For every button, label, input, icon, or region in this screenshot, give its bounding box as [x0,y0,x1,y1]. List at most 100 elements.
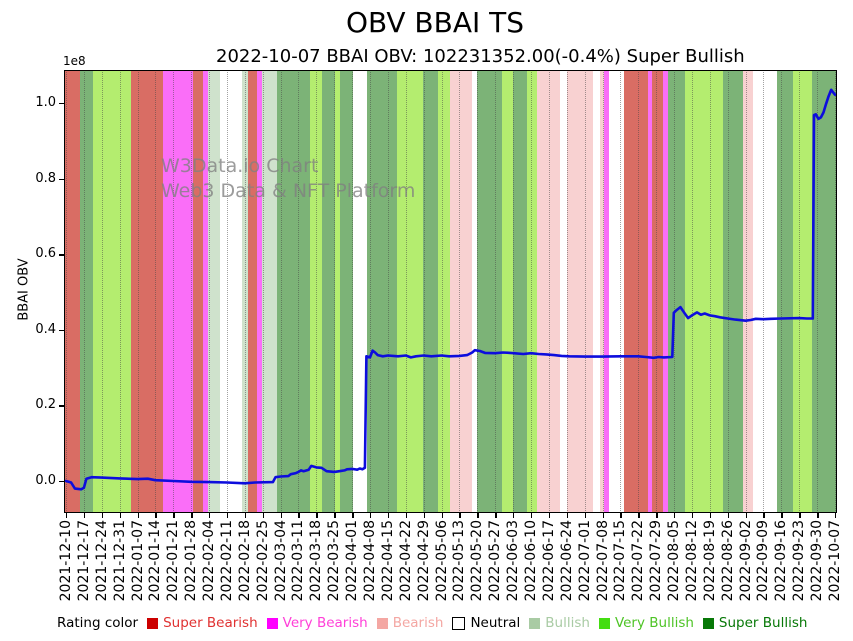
gridline [799,70,801,513]
x-tick-label: 2022-06-24 [558,520,575,602]
x-tick-mark [209,513,211,518]
x-tick-mark [781,513,783,518]
y-tick-label: 0.4 [35,321,56,337]
rating-band-neutral [560,70,568,513]
rating-band-bearish [567,70,593,513]
rating-band-super_bullish [80,70,94,513]
x-tick-label: 2021-12-17 [75,520,92,602]
rating-band-super_bullish [722,70,743,513]
gridline [101,70,103,513]
x-tick-mark [101,513,104,518]
gridline [387,70,389,513]
rating-band-neutral [608,70,624,513]
legend-swatch [452,616,466,630]
plot-area: W3Data.io Chart Web3 Data & NFT Platform [64,70,837,513]
gridline [405,70,407,513]
rating-band-super_bullish [812,70,837,513]
x-tick-mark [262,513,265,518]
legend-swatch [266,617,278,629]
x-tick-label: 2022-08-12 [683,520,700,602]
gridline [584,70,586,513]
y-tick-label: 1.0 [35,95,56,110]
x-tick-mark [620,513,622,518]
x-tick-mark [316,513,318,518]
gridline [656,70,658,513]
legend-label: Bullish [545,615,590,631]
rating-band-super_bullish [667,70,685,513]
x-tick-mark [817,513,819,518]
y-tick-mark [59,103,64,105]
gridline [548,70,550,513]
gridline [352,70,354,513]
rating-band-super_bullish [367,70,398,513]
x-tick-label: 2022-06-10 [522,520,539,602]
x-tick-label: 2022-05-13 [451,520,468,602]
x-tick-label: 2022-02-04 [201,520,218,602]
x-tick-mark [459,513,461,518]
x-tick-label: 2022-07-08 [594,520,611,602]
legend-items: Super Bearish Very Bearish Bearish Neutral B… [147,615,807,631]
x-tick-label: 2022-03-18 [308,520,325,602]
x-tick-mark [352,513,354,518]
rating-band-very_bullish [502,70,514,513]
rating-band-very_bullish [684,70,723,513]
rating-band-bearish [537,70,561,513]
rating-band-bullish [261,70,278,513]
rating-band-super_bearish [652,70,664,513]
y-tick-mark [59,178,64,180]
chart-subtitle: 2022-10-07 BBAI OBV: 102231352.00(-0.4%)… [216,46,745,67]
x-tick-mark [387,513,390,518]
x-tick-mark [495,513,497,518]
rating-band-very_bullish [335,70,340,513]
gridline [745,70,747,513]
x-tick-label: 2022-06-17 [540,520,557,602]
chart-title: OBV BBAI TS [345,6,525,39]
x-tick-label: 2022-03-04 [272,520,289,602]
x-tick-label: 2022-08-19 [701,520,718,602]
x-tick-label: 2022-09-16 [773,520,790,602]
rating-band-very_bearish [647,70,653,513]
x-tick-mark [566,513,569,518]
x-tick-mark [298,513,300,518]
x-tick-label: 2022-05-06 [433,520,450,602]
x-tick-label: 2022-04-22 [397,520,414,602]
x-tick-mark [244,513,247,518]
x-tick-mark [674,513,676,518]
gridline [834,70,836,513]
gridline [316,70,318,513]
y-tick-mark [59,329,64,332]
x-tick-label: 2022-01-14 [147,520,164,602]
rating-band-neutral [592,70,600,513]
rating-band-super_bearish [64,70,81,513]
gridline [459,70,461,513]
legend-label: Very Bearish [282,615,368,631]
rating-band-super_bullish [476,70,503,513]
gridline [119,70,121,513]
legend-item-bearish: Bearish [376,615,444,631]
rating-band-super_bearish [247,70,258,513]
x-tick-label: 2022-05-27 [487,520,504,602]
x-tick-label: 2022-09-02 [737,520,754,602]
legend-label: Very Bullish [614,615,694,631]
x-tick-mark [691,513,694,518]
x-tick-label: 2021-12-24 [93,520,110,602]
gridline [298,70,300,513]
x-tick-mark [155,513,157,518]
x-tick-label: 2022-10-07 [826,520,843,602]
x-tick-label: 2021-12-10 [58,520,74,602]
rating-legend: Rating color Super Bearish Very Bearish Be… [57,615,807,631]
rating-band-bearish [742,70,753,513]
gridline [209,70,211,513]
rating-band-super_bearish [193,70,204,513]
gridline [226,70,228,513]
y-tick-mark [59,405,64,407]
rating-band-very_bullish [397,70,423,513]
x-tick-mark [137,513,139,518]
x-tick-label: 2022-01-07 [129,520,146,602]
x-tick-mark [280,513,282,518]
rating-band-very_bullish [527,70,538,513]
rating-band-very_bearish [257,70,262,513]
legend-label: Bearish [392,615,444,631]
x-tick-label: 2022-08-05 [666,520,683,602]
